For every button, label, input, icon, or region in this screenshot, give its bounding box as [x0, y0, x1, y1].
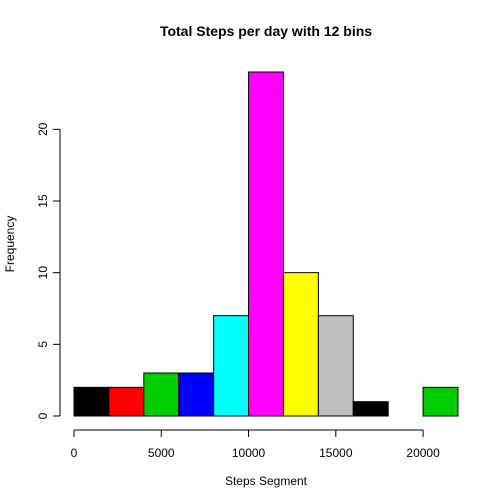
histogram-bar-4: [178, 372, 215, 417]
bars-group: [73, 71, 459, 417]
x-tick-label: 5000: [148, 446, 175, 460]
histogram-bar-7: [282, 272, 319, 417]
x-axis: 0 5000 10000 15000 20000: [71, 429, 440, 460]
histogram-bar-2: [108, 386, 145, 417]
y-tick-label: 5: [36, 341, 50, 348]
histogram-bar-8: [317, 315, 354, 417]
histogram-bar-6: [248, 71, 284, 417]
y-tick-label: 10: [36, 266, 50, 280]
y-axis-label: Frequency: [3, 216, 17, 273]
histogram-bar-5: [213, 315, 250, 417]
chart-title: Total Steps per day with 12 bins: [160, 23, 372, 39]
histogram-bar-11: [422, 386, 459, 417]
y-tick-label: 0: [36, 412, 50, 419]
histogram-bar-1: [73, 386, 110, 417]
x-axis-label: Steps Segment: [225, 474, 308, 488]
histogram-bar-3: [143, 372, 180, 417]
y-axis: 0 5 10 15 20: [36, 122, 61, 419]
x-tick-label: 20000: [406, 446, 440, 460]
y-tick-label: 15: [36, 194, 50, 208]
x-tick-label: 15000: [319, 446, 353, 460]
y-tick-label: 20: [36, 122, 50, 136]
x-tick-label: 0: [71, 446, 78, 460]
histogram-bar-9: [352, 401, 389, 417]
x-tick-label: 10000: [232, 446, 266, 460]
